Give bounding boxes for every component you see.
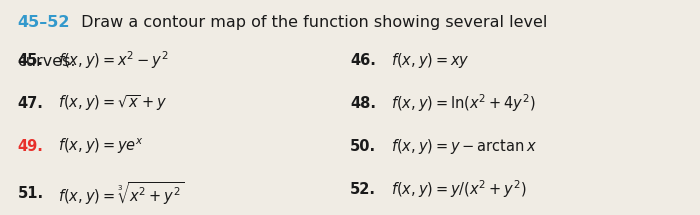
Text: 49.: 49. [18, 139, 43, 154]
Text: 45.: 45. [18, 53, 43, 68]
Text: 52.: 52. [350, 182, 376, 197]
Text: $f(x, y) = y/(x^2 + y^2)$: $f(x, y) = y/(x^2 + y^2)$ [391, 178, 526, 200]
Text: 51.: 51. [18, 186, 43, 201]
Text: Draw a contour map of the function showing several level: Draw a contour map of the function showi… [76, 15, 547, 30]
Text: $f(x, y) = xy$: $f(x, y) = xy$ [391, 51, 470, 70]
Text: 47.: 47. [18, 96, 43, 111]
Text: $f(x, y) = y - \arctan x$: $f(x, y) = y - \arctan x$ [391, 137, 537, 156]
Text: $f(x, y) = x^2 - y^2$: $f(x, y) = x^2 - y^2$ [58, 49, 169, 71]
Text: 45–52: 45–52 [18, 15, 70, 30]
Text: 48.: 48. [350, 96, 376, 111]
Text: 46.: 46. [350, 53, 376, 68]
Text: curves.: curves. [18, 54, 76, 69]
Text: 50.: 50. [350, 139, 376, 154]
Text: $f(x, y) = \sqrt{x} + y$: $f(x, y) = \sqrt{x} + y$ [58, 93, 168, 113]
Text: $f(x, y) = \ln(x^2 + 4y^2)$: $f(x, y) = \ln(x^2 + 4y^2)$ [391, 92, 536, 114]
Text: $f(x, y) = ye^{x}$: $f(x, y) = ye^{x}$ [58, 136, 144, 156]
Text: $f(x, y) = \sqrt[3]{x^2 + y^2}$: $f(x, y) = \sqrt[3]{x^2 + y^2}$ [58, 180, 184, 207]
